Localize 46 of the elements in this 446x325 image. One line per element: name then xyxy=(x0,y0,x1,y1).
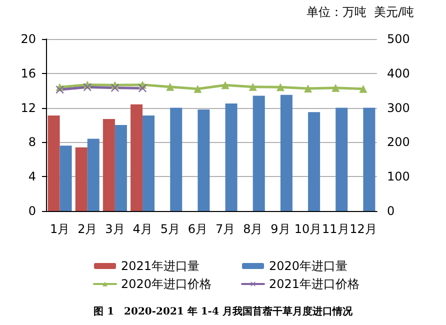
x-tick-label: 12月 xyxy=(350,222,377,236)
x-tick-label: 2月 xyxy=(78,222,98,236)
bar xyxy=(48,116,60,211)
y-tick-label: 16 xyxy=(20,66,36,80)
y-tick-label: 4 xyxy=(28,170,36,184)
bar xyxy=(198,110,210,211)
y-tick-label: 0 xyxy=(28,204,36,218)
bar xyxy=(308,112,320,211)
y-tick-label: 8 xyxy=(28,135,36,150)
x-tick-label: 7月 xyxy=(215,222,236,236)
bar xyxy=(75,147,88,211)
bar xyxy=(130,104,143,211)
legend-label: 2021年进口量 xyxy=(121,259,200,273)
x-tick-label: 5月 xyxy=(160,222,180,236)
x-tick-label: 8月 xyxy=(243,222,263,236)
x-tick-label: 6月 xyxy=(188,222,208,236)
legend-label: 2020年进口量 xyxy=(269,259,348,273)
bar xyxy=(102,118,115,211)
legend-label: 2020年进口价格 xyxy=(121,277,212,291)
y2-tick-label: 500 xyxy=(387,32,410,46)
bar xyxy=(280,94,292,211)
y2-tick-label: 100 xyxy=(387,170,410,184)
y-tick-label: 20 xyxy=(20,32,36,46)
bar xyxy=(225,104,238,211)
y2-tick-label: 0 xyxy=(387,204,395,218)
x-tick-label: 10月 xyxy=(294,222,322,236)
legend-label: 2021年进口价格 xyxy=(269,277,360,291)
bar xyxy=(170,108,182,211)
text: 单位：万吨 美元/吨 xyxy=(306,5,414,19)
y2-tick-label: 300 xyxy=(387,100,410,115)
x-tick-label: 3月 xyxy=(105,222,125,236)
x-tick-label: 4月 xyxy=(132,222,152,236)
caption: 图 1 2020-2021 年 1-4 月我国苜蓿干草月度进口情况 xyxy=(94,306,354,318)
y2-tick-label: 400 xyxy=(387,66,410,80)
y-tick-label: 12 xyxy=(20,100,36,115)
y2-tick-label: 200 xyxy=(387,135,410,150)
bar xyxy=(114,125,127,211)
x-tick-label: 1月 xyxy=(50,222,70,236)
bar xyxy=(142,116,155,211)
bar xyxy=(60,146,72,211)
x-tick-label: 11月 xyxy=(322,222,350,236)
x-tick-label: 9月 xyxy=(270,222,290,236)
bar xyxy=(87,138,100,211)
bar xyxy=(252,96,265,211)
bar xyxy=(363,108,376,211)
bar xyxy=(336,108,348,211)
